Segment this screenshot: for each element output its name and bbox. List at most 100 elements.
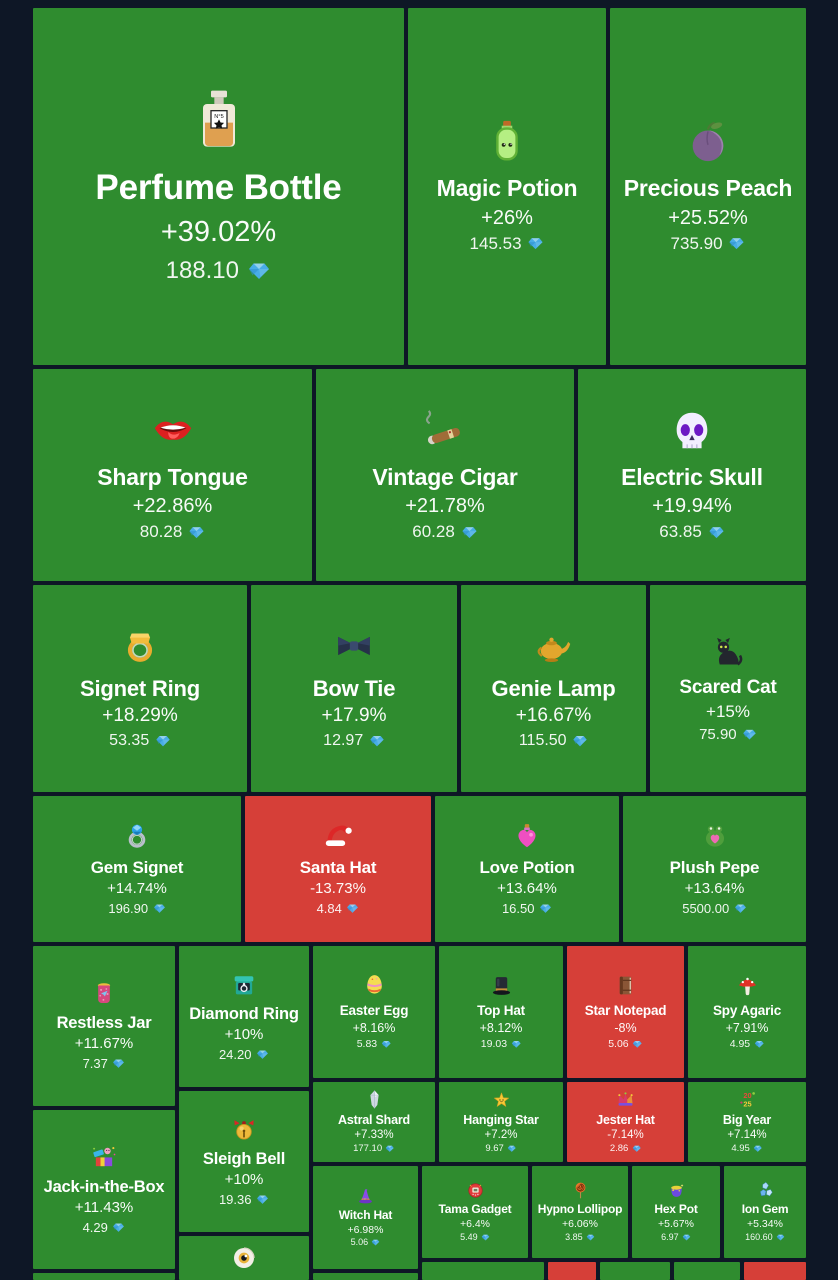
tile-sharp-tongue[interactable]: Sharp Tongue +22.86% 80.28 <box>33 369 312 581</box>
change-percent: +39.02% <box>160 215 277 248</box>
tile-magic-potion[interactable]: Magic Potion +26% 145.53 <box>408 8 606 365</box>
price-value: 19.36 <box>218 1191 252 1207</box>
gift-name: Hypno Lollipop <box>537 1202 623 1217</box>
gift-name: Big Year <box>722 1113 772 1128</box>
tile-partial[interactable] <box>33 1273 175 1280</box>
price-value: 177.10 <box>353 1143 383 1155</box>
floor-price: 5.06 <box>608 1038 643 1051</box>
tile-sleigh-bell[interactable]: Sleigh Bell +10% 19.36 <box>179 1091 309 1232</box>
diamond-icon <box>461 524 478 541</box>
tile-bow-tie[interactable]: Bow Tie +17.9% 12.97 <box>251 585 457 792</box>
tile-astral-shard[interactable]: Astral Shard +7.33% 177.10 <box>313 1082 435 1162</box>
price-value: 63.85 <box>659 522 702 542</box>
gift-name: Magic Potion <box>436 175 578 202</box>
floor-price: 188.10 <box>166 257 272 286</box>
tile-electric-skull[interactable]: Electric Skull +19.94% 63.85 <box>578 369 806 581</box>
tile-vintage-cigar[interactable]: Vintage Cigar +21.78% 60.28 <box>316 369 574 581</box>
gift-name: Genie Lamp <box>491 676 616 702</box>
gift-name: Spy Agaric <box>712 1003 782 1019</box>
floor-price: 115.50 <box>519 731 588 750</box>
vintage-cigar-icon <box>422 408 468 454</box>
tile-partial[interactable] <box>674 1262 740 1280</box>
tile-partial[interactable] <box>422 1262 544 1280</box>
tile-scared-cat[interactable]: Scared Cat +15% 75.90 <box>650 585 806 792</box>
tile-signet-ring[interactable]: Signet Ring +18.29% 53.35 <box>33 585 247 792</box>
tile-big-year[interactable]: 20 25 Big Year +7.14% 4.95 <box>688 1082 806 1162</box>
price-value: 75.90 <box>699 725 737 743</box>
tile-perfume-bottle[interactable]: N°5 Perfume Bottle +39.02% 188.10 <box>33 8 404 365</box>
price-value: 12.97 <box>323 732 364 750</box>
diamond-icon <box>385 1144 395 1154</box>
price-value: 4.84 <box>316 900 342 916</box>
gift-name: Restless Jar <box>56 1014 152 1033</box>
tile-top-hat[interactable]: Top Hat +8.12% 19.03 <box>439 946 563 1078</box>
floor-price: 12.97 <box>323 731 385 750</box>
tile-partial[interactable] <box>600 1262 670 1280</box>
price-value: 5.49 <box>460 1231 478 1242</box>
price-value: 4.29 <box>82 1219 108 1235</box>
tile-genie-lamp[interactable]: Genie Lamp +16.67% 115.50 <box>461 585 646 792</box>
price-value: 160.60 <box>745 1231 773 1242</box>
change-percent: +7.14% <box>727 1128 767 1141</box>
change-percent: +25.52% <box>668 206 748 229</box>
price-value: 188.10 <box>165 256 239 284</box>
gem-signet-icon <box>122 821 152 851</box>
change-percent: +8.12% <box>479 1020 523 1035</box>
change-percent: +17.9% <box>321 704 387 726</box>
change-percent: +18.29% <box>102 704 178 726</box>
diamond-icon <box>507 1144 517 1154</box>
gift-name: Witch Hat <box>338 1207 393 1222</box>
tile-precious-peach[interactable]: Precious Peach +25.52% 735.90 <box>610 8 806 365</box>
diamond-icon <box>632 1039 643 1050</box>
price-value: 19.03 <box>480 1037 508 1050</box>
tile-hanging-star[interactable]: Hanging Star +7.2% 9.67 <box>439 1082 563 1162</box>
tile-love-potion[interactable]: Love Potion +13.64% 16.50 <box>435 796 619 942</box>
easter-egg-icon <box>362 973 387 998</box>
tile-star-notepad[interactable]: Star Notepad -8% 5.06 <box>567 946 684 1078</box>
tile-hypno-lollipop[interactable]: Hypno Lollipop +6.06% 3.85 <box>532 1166 628 1258</box>
electric-skull-icon <box>669 408 715 454</box>
tile-santa-hat[interactable]: Santa Hat -13.73% 4.84 <box>245 796 431 942</box>
floor-price: 177.10 <box>353 1143 395 1154</box>
tile-partial[interactable] <box>179 1236 309 1280</box>
diamond-icon <box>511 1039 522 1050</box>
floor-price: 9.67 <box>485 1143 516 1154</box>
gift-name: Jack-in-the-Box <box>43 1177 165 1196</box>
star-notepad-icon <box>613 973 638 998</box>
hex-pot-icon <box>667 1181 686 1200</box>
tile-jester-hat[interactable]: Jester Hat -7.14% 2.86 <box>567 1082 684 1162</box>
tile-witch-hat[interactable]: Witch Hat +6.98% 5.06 <box>313 1166 418 1269</box>
sharp-tongue-icon <box>150 408 196 454</box>
gift-name: Precious Peach <box>623 175 793 202</box>
change-percent: +8.16% <box>352 1020 396 1035</box>
floor-price: 24.20 <box>219 1047 269 1063</box>
tile-gem-signet[interactable]: Gem Signet +14.74% 196.90 <box>33 796 241 942</box>
change-percent: +6.98% <box>347 1223 384 1236</box>
change-percent: +13.64% <box>684 879 745 897</box>
tile-tama-gadget[interactable]: Tama Gadget +6.4% 5.49 <box>422 1166 528 1258</box>
floor-price: 6.97 <box>661 1232 691 1243</box>
diamond-icon <box>247 259 271 283</box>
tile-partial[interactable] <box>744 1262 806 1280</box>
tile-ion-gem[interactable]: Ion Gem +5.34% 160.60 <box>724 1166 806 1258</box>
floor-price: 16.50 <box>502 901 552 917</box>
change-percent: -7.14% <box>607 1128 644 1141</box>
tile-plush-pepe[interactable]: Plush Pepe +13.64% 5500.00 <box>623 796 806 942</box>
floor-price: 53.35 <box>109 731 171 750</box>
svg-text:N°5: N°5 <box>214 114 223 120</box>
tile-easter-egg[interactable]: Easter Egg +8.16% 5.83 <box>313 946 435 1078</box>
witch-hat-icon <box>356 1187 375 1206</box>
tile-diamond-ring[interactable]: Diamond Ring +10% 24.20 <box>179 946 309 1087</box>
tile-partial[interactable] <box>548 1262 596 1280</box>
tile-spy-agaric[interactable]: Spy Agaric +7.91% 4.95 <box>688 946 806 1078</box>
tile-hex-pot[interactable]: Hex Pot +5.67% 6.97 <box>632 1166 720 1258</box>
diamond-icon <box>112 1057 125 1070</box>
tile-jack-in-the-box[interactable]: Jack-in-the-Box +11.43% 4.29 <box>33 1110 175 1269</box>
price-value: 735.90 <box>670 233 723 253</box>
floor-price: 735.90 <box>671 234 746 254</box>
santa-hat-icon <box>323 821 353 851</box>
tile-restless-jar[interactable]: Restless Jar +11.67% 7.37 <box>33 946 175 1106</box>
price-value: 7.37 <box>82 1056 108 1072</box>
tile-partial[interactable] <box>313 1273 418 1280</box>
